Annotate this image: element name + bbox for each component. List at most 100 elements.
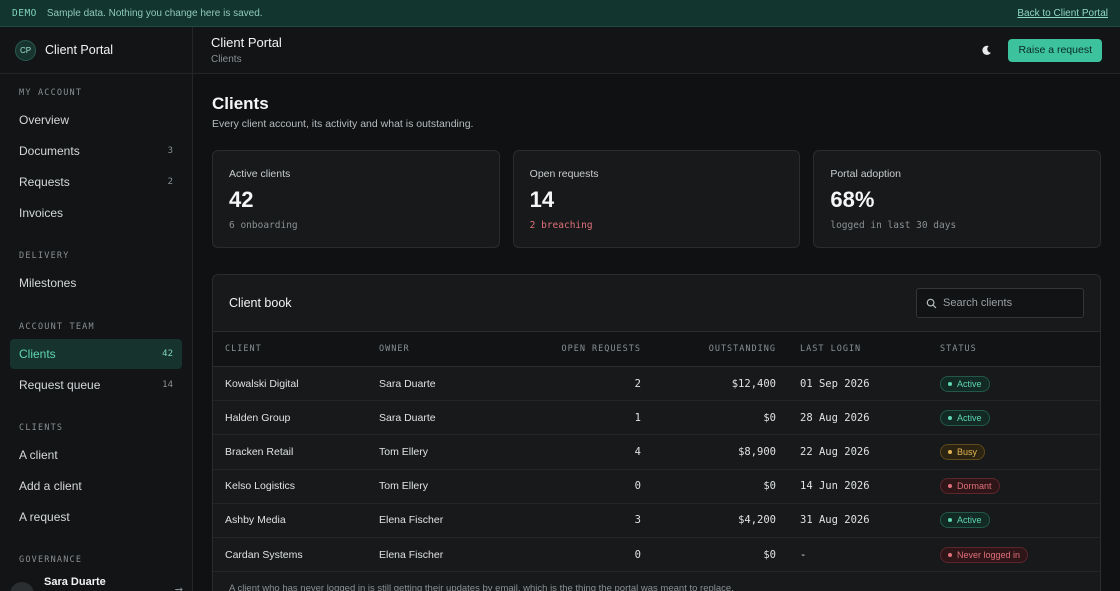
status-badge: Active <box>940 375 990 392</box>
status-badge: Dormant <box>940 478 1000 495</box>
sidebar-item-label: Request queue <box>19 378 101 392</box>
col-last-login[interactable]: LAST LOGIN <box>800 344 862 354</box>
col-outstanding[interactable]: OUTSTANDING <box>708 344 776 354</box>
stat-value: 14 <box>529 187 555 212</box>
search-input[interactable] <box>943 297 1073 309</box>
sidebar-item-label: Invoices <box>19 206 64 220</box>
cell-outstanding: $0 <box>763 548 776 561</box>
col-open-requests[interactable]: OPEN REQUESTS <box>561 344 641 354</box>
nav-section-label: DELIVERY <box>19 251 70 261</box>
nav-section-label: CLIENTS <box>19 423 64 433</box>
sidebar-item-overview[interactable]: Overview <box>10 105 182 135</box>
user-name: Sara Duarte <box>44 576 106 588</box>
cell-owner: Sara Duarte <box>379 377 436 390</box>
sidebar-item-count: 3 <box>167 146 173 156</box>
sidebar-item-invoices[interactable]: Invoices <box>10 198 182 228</box>
status-label: Active <box>957 412 982 423</box>
cell-owner: Elena Fischer <box>379 548 444 561</box>
table-row[interactable]: Halden Group Sara Duarte 1 $0 28 Aug 2026 Act… <box>213 401 1100 435</box>
table-row[interactable]: Cardan Systems Elena Fischer 0 $0 - Never log… <box>213 537 1100 572</box>
sidebar-item-request-queue[interactable]: Request queue 14 <box>10 370 182 400</box>
sidebar-item-count: 14 <box>162 380 173 390</box>
client-book-panel: Client book CLIENT OWNER OPEN REQUESTS O… <box>212 274 1101 591</box>
sidebar-item-a-client[interactable]: A client <box>10 440 182 470</box>
cell-open-requests: 3 <box>634 514 641 527</box>
sidebar-item-label: A client <box>19 448 58 462</box>
cell-last-login: 28 Aug 2026 <box>800 411 870 424</box>
status-dot-icon <box>948 449 952 454</box>
sidebar-item-clients[interactable]: Clients 42 <box>10 339 182 369</box>
cell-status: Dormant <box>928 469 1100 503</box>
user-menu[interactable]: SD Sara Duarte ⇄ <box>0 572 193 591</box>
cell-last-login: - <box>800 548 807 561</box>
search-box[interactable] <box>916 288 1084 318</box>
stat-note: logged in last 30 days <box>830 220 957 231</box>
cell-owner: Sara Duarte <box>379 411 436 424</box>
brand-name: Client Portal <box>45 43 114 57</box>
col-owner[interactable]: OWNER <box>379 344 410 354</box>
cell-client: Cardan Systems <box>225 548 303 561</box>
stat-note: 6 onboarding <box>229 220 298 231</box>
stat-value: 68% <box>830 187 875 212</box>
sidebar-item-label: Add a client <box>19 479 82 493</box>
col-status[interactable]: STATUS <box>940 344 977 354</box>
sidebar-item-add-a-client[interactable]: Add a client <box>10 471 182 501</box>
sidebar-item-a-request[interactable]: A request <box>10 502 182 532</box>
status-dot-icon <box>948 484 952 489</box>
col-client[interactable]: CLIENT <box>225 344 262 354</box>
cell-owner: Tom Ellery <box>379 480 429 493</box>
raise-request-button[interactable]: Raise a request <box>1008 38 1102 62</box>
page-title: Clients <box>212 94 269 113</box>
table-row[interactable]: Ashby Media Elena Fischer 3 $4,200 31 Aug 20… <box>213 503 1100 538</box>
cell-status: Active <box>928 401 1100 435</box>
sidebar-item-label: Documents <box>19 144 80 158</box>
table-row[interactable]: Kelso Logistics Tom Ellery 0 $0 14 Jun 2026 D… <box>213 469 1100 504</box>
cell-client: Bracken Retail <box>225 445 294 458</box>
sidebar: CP Client Portal MY ACCOUNT Overview Docum… <box>0 27 193 591</box>
client-table: CLIENT OWNER OPEN REQUESTS OUTSTANDING L… <box>213 331 1100 572</box>
cell-status: Busy <box>928 435 1100 469</box>
search-icon <box>926 298 937 308</box>
cell-last-login: 01 Sep 2026 <box>800 377 870 390</box>
cell-client: Kelso Logistics <box>225 480 296 493</box>
cell-open-requests: 2 <box>634 377 641 390</box>
status-badge: Active <box>940 512 990 529</box>
cell-status: Active <box>928 503 1100 537</box>
sidebar-item-milestones[interactable]: Milestones <box>10 268 182 298</box>
sidebar-item-label: Milestones <box>19 276 77 290</box>
cell-open-requests: 0 <box>634 480 641 493</box>
back-to-portal-link[interactable]: Back to Client Portal <box>1017 7 1108 19</box>
logo: CP <box>15 39 36 61</box>
stat-label: Portal adoption <box>830 168 901 180</box>
status-label: Busy <box>957 446 978 457</box>
cell-outstanding: $4,200 <box>738 514 776 527</box>
nav-section-label: GOVERNANCE <box>19 555 83 565</box>
main-content: Clients Every client account, its activi… <box>212 74 1102 591</box>
moon-icon[interactable] <box>976 40 996 60</box>
user-menu-icon[interactable]: ⇄ <box>175 586 183 591</box>
sidebar-item-label: Overview <box>19 113 70 127</box>
topbar: Client Portal Clients Raise a request <box>193 27 1120 74</box>
status-dot-icon <box>948 518 952 523</box>
page-subtitle: Every client account, its activity and w… <box>212 118 474 130</box>
cell-open-requests: 4 <box>634 445 641 458</box>
table-row[interactable]: Bracken Retail Tom Ellery 4 $8,900 22 Aug 20… <box>213 435 1100 470</box>
table-row[interactable]: Kowalski Digital Sara Duarte 2 $12,400 01 Se… <box>213 367 1100 401</box>
status-badge: Active <box>940 409 990 426</box>
cell-outstanding: $0 <box>763 480 776 493</box>
stat-value: 42 <box>229 187 254 212</box>
demo-tag: DEMO <box>12 7 37 19</box>
status-label: Dormant <box>957 481 992 492</box>
cell-status: Never logged in <box>928 537 1100 571</box>
cell-status: Active <box>928 367 1100 401</box>
sidebar-item-requests[interactable]: Requests 2 <box>10 167 182 197</box>
brand[interactable]: CP Client Portal <box>0 27 192 74</box>
avatar: SD <box>10 582 34 591</box>
status-label: Active <box>957 515 982 526</box>
sidebar-item-label: A request <box>19 510 70 524</box>
sidebar-item-documents[interactable]: Documents 3 <box>10 136 182 166</box>
breadcrumb: Clients <box>211 54 242 65</box>
table-footnote: A client who has never logged in is stil… <box>229 583 734 591</box>
status-dot-icon <box>948 552 952 557</box>
cell-client: Halden Group <box>225 411 291 424</box>
